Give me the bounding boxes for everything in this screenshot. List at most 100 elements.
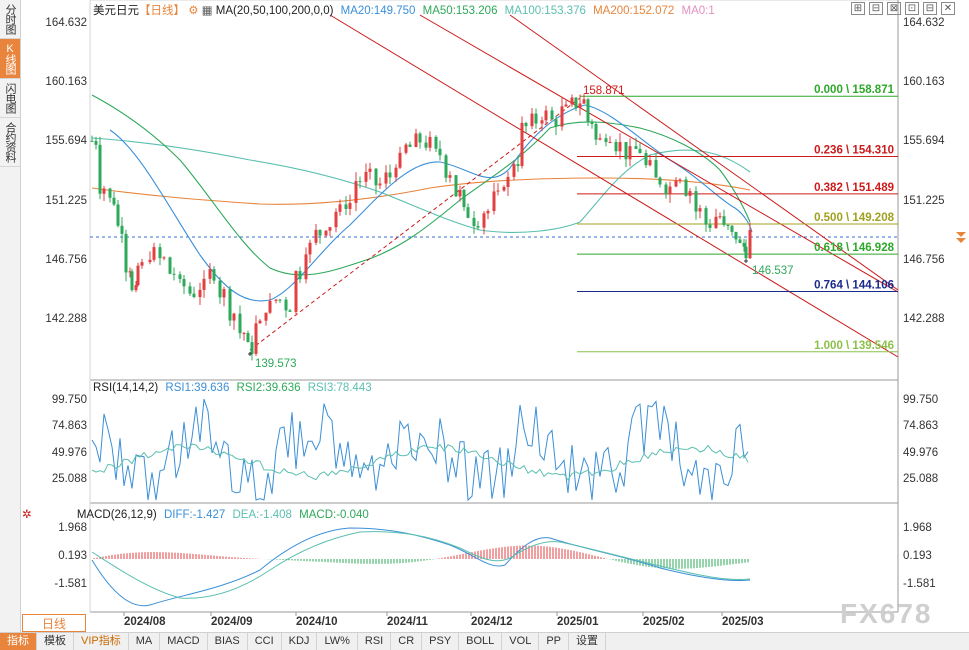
candle-body — [688, 191, 692, 196]
period-selector[interactable]: 日线 — [22, 614, 86, 632]
tab-kline[interactable]: K线图 — [0, 39, 20, 79]
candle-body — [218, 280, 222, 298]
candle-body — [264, 312, 268, 321]
rsi-axis-label: 99.750 — [903, 394, 938, 406]
watermark-logo: FX678 — [840, 598, 933, 629]
candle-body — [136, 265, 140, 286]
indicator-rsi[interactable]: RSI — [358, 633, 392, 650]
rsi-axis-left: 99.750 74.863 49.976 25.088 — [52, 394, 87, 485]
candle-body — [254, 323, 258, 354]
candle-body — [328, 227, 332, 231]
candle-body — [298, 271, 302, 280]
macd-settings-icon[interactable]: ✲ — [22, 509, 32, 521]
rsi1-value: RSI1:39.636 — [165, 382, 230, 394]
ma50-line — [91, 94, 751, 276]
candle-body — [512, 164, 516, 177]
price-label: 151.225 — [903, 195, 945, 207]
ma50-value: MA50:153.206 — [422, 5, 498, 17]
fullscreen-icon[interactable]: ⊡ — [905, 2, 919, 15]
indicator-psy[interactable]: PSY — [422, 633, 460, 650]
candle-body — [516, 164, 520, 167]
candle-body — [582, 99, 586, 104]
x-axis-label: 2024/10 — [296, 616, 338, 628]
candle-body — [418, 133, 422, 143]
indicator-pp[interactable]: PP — [539, 633, 569, 650]
candle-body — [644, 153, 648, 166]
candle-body — [594, 123, 598, 140]
indicator-cr[interactable]: CR — [391, 633, 423, 650]
tab-template[interactable]: 模板 — [37, 633, 74, 650]
candle-body — [714, 216, 718, 228]
x-axis: 2024/08 2024/09 2024/10 2024/11 2024/12 … — [124, 616, 764, 628]
settings-button[interactable]: 设置 — [569, 633, 606, 650]
candle-body — [148, 259, 152, 263]
candle-body — [242, 333, 246, 335]
macd-dea-value: DEA:-1.408 — [232, 509, 292, 521]
candle-body — [560, 106, 564, 127]
candle-body — [314, 229, 318, 243]
indicator-ma[interactable]: MA — [129, 633, 161, 650]
candle-body — [120, 225, 124, 234]
candle-body — [574, 97, 578, 108]
candle-body — [586, 99, 590, 122]
grid-icon[interactable]: ⊠ — [887, 2, 901, 15]
fib-level-label: 0.764 \ 144.106 — [814, 279, 894, 291]
settings-icon[interactable]: ⚙ — [188, 5, 199, 17]
indicator-lw[interactable]: LW% — [317, 633, 358, 650]
candle-body — [414, 133, 418, 147]
macd-axis-right: 1.968 0.193 -1.581 — [903, 522, 936, 590]
candle-body — [394, 167, 398, 178]
candle-body — [564, 104, 568, 107]
rsi-axis-label: 49.976 — [52, 447, 87, 459]
macd-axis-label: 0.193 — [58, 550, 87, 562]
candle-body — [98, 144, 102, 194]
tab-time-sharing[interactable]: 分时图 — [0, 0, 20, 39]
candle-body — [578, 103, 582, 108]
x-axis-label: 2025/03 — [722, 616, 764, 628]
tab-flash-chart[interactable]: 闪电图 — [0, 79, 20, 118]
layout-icon[interactable]: ⊟ — [869, 2, 883, 15]
candle-body — [438, 148, 442, 156]
candle-body — [598, 138, 602, 140]
macd-axis-label: 1.968 — [58, 522, 87, 534]
candle-body — [718, 216, 722, 218]
candle-body — [388, 172, 392, 178]
candle-body — [374, 168, 378, 186]
tab-indicators[interactable]: 指标 — [0, 633, 37, 650]
last-low-marker-icon — [744, 259, 748, 263]
tab-contract-info[interactable]: 合约资料 — [0, 118, 20, 167]
kline-chart[interactable]: 164.632 160.163 155.694 151.225 146.756 … — [0, 0, 969, 632]
candle-body — [308, 242, 312, 255]
candle-body — [726, 224, 730, 226]
rsi-axis-label: 25.088 — [52, 473, 87, 485]
price-label: 151.225 — [45, 195, 87, 207]
rsi-axis-label: 49.976 — [903, 447, 938, 459]
candle-body — [212, 269, 216, 281]
ma-toggle-icon[interactable]: ▦ — [201, 5, 213, 17]
indicator-bias[interactable]: BIAS — [208, 633, 248, 650]
candle-body — [678, 179, 682, 181]
candle-body — [530, 113, 534, 127]
split-view-icon[interactable]: ⊞ — [851, 2, 865, 15]
candle-body — [544, 110, 548, 121]
candle-body — [294, 271, 298, 312]
indicator-boll[interactable]: BOLL — [459, 633, 503, 650]
close-icon[interactable]: ✕ — [941, 2, 955, 15]
candle-body — [338, 204, 342, 212]
indicator-cci[interactable]: CCI — [248, 633, 282, 650]
left-sidebar: 分时图 K线图 闪电图 合约资料 — [0, 0, 21, 632]
tab-vip-indicators[interactable]: VIP指标 — [74, 633, 129, 650]
candle-body — [162, 257, 166, 259]
indicator-kdj[interactable]: KDJ — [282, 633, 318, 650]
macd-header: ✲ MACD(26,12,9) DIFF:-1.427 DEA:-1.408 M… — [22, 507, 369, 521]
period-label: 【日线】 — [139, 5, 185, 17]
indicator-vol[interactable]: VOL — [502, 633, 540, 650]
indicator-macd[interactable]: MACD — [160, 633, 208, 650]
rsi-axis-label: 74.863 — [52, 420, 87, 432]
candle-body — [506, 176, 510, 188]
rsi3-value: RSI3:78.443 — [307, 382, 372, 394]
minimize-icon[interactable]: ⊟ — [923, 2, 937, 15]
candlesticks — [90, 94, 752, 361]
candle-body — [304, 254, 308, 280]
candle-body — [570, 97, 574, 105]
